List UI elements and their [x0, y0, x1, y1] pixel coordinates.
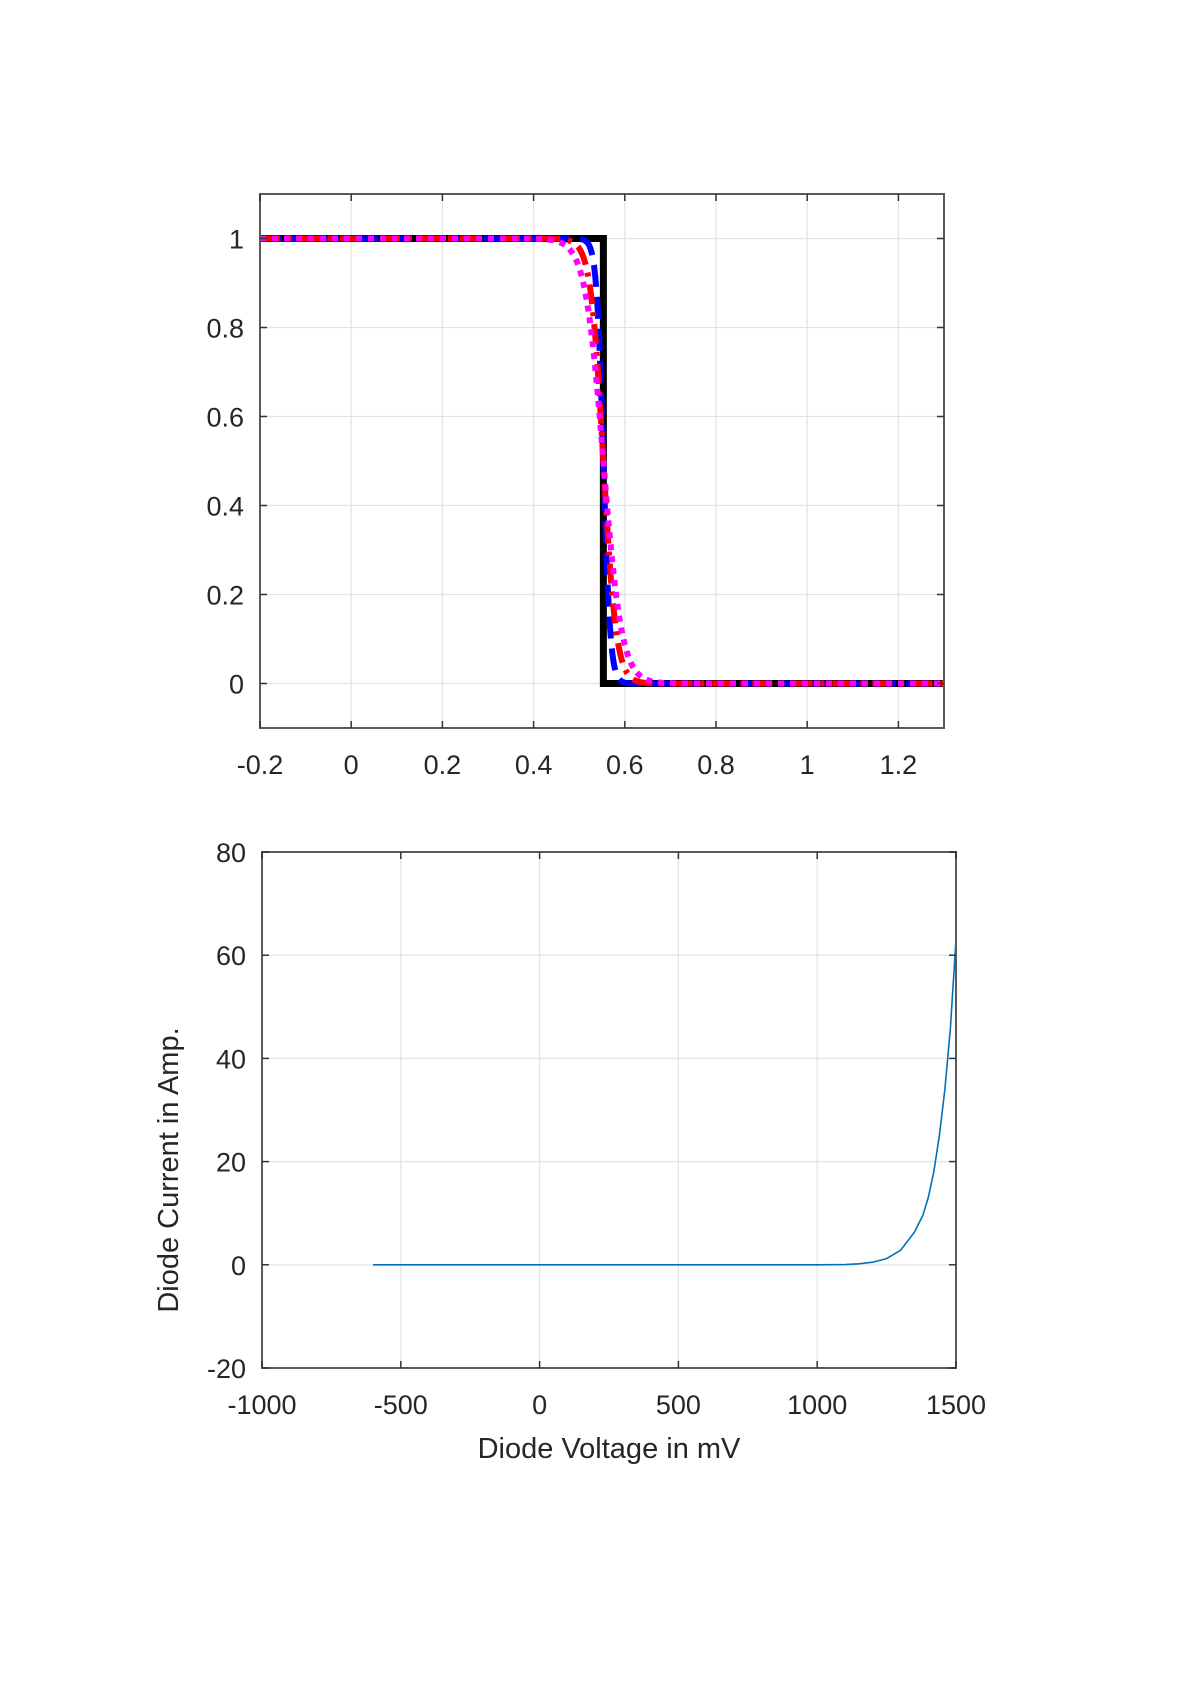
y-tick-label: 40: [216, 1044, 246, 1074]
y-tick-label: 0.4: [206, 492, 244, 522]
bottom-chart-diode-iv: -1000 -500 0 500 1000 1500 -20 0 20 40 60 80 Diode V…: [153, 838, 986, 1465]
x-tick-label: 1000: [787, 1390, 847, 1420]
plot-lines: [260, 235, 944, 687]
grid-lines: [261, 851, 957, 1369]
x-tick-label: -0.2: [237, 750, 284, 780]
x-tick-label: 1: [800, 750, 815, 780]
x-tick-label: 1.2: [880, 750, 918, 780]
axes-box: [259, 193, 945, 729]
x-tick-label: 0: [344, 750, 359, 780]
y-tick-label: 1: [229, 225, 244, 255]
x-tick-label: -1000: [227, 1390, 296, 1420]
y-tick-label: 80: [216, 838, 246, 868]
x-tick-label: -500: [374, 1390, 428, 1420]
x-tick-label: 0.4: [515, 750, 553, 780]
y-tick-label: 0.2: [206, 581, 244, 611]
plot-lines: [373, 939, 957, 1266]
x-tick-label: 1500: [926, 1390, 986, 1420]
ticks: -0.2 0 0.2 0.4 0.6 0.8 1 1.2 0 0.2 0.4 0.6 0.8 1: [206, 194, 944, 780]
y-tick-label: 20: [216, 1148, 246, 1178]
series-diode-iv-curve: [373, 939, 957, 1266]
x-tick-label: 500: [656, 1390, 701, 1420]
x-tick-label: 0: [532, 1390, 547, 1420]
y-tick-label: 0.6: [206, 403, 244, 433]
y-tick-label: 0.8: [206, 314, 244, 344]
x-tick-label: 0.2: [424, 750, 462, 780]
x-axis-label: Diode Voltage in mV: [478, 1433, 741, 1465]
ticks: -1000 -500 0 500 1000 1500 -20 0 20 40 60 80: [207, 838, 986, 1420]
top-chart-step-response: -0.2 0 0.2 0.4 0.6 0.8 1 1.2 0 0.2 0.4 0.6 0.8 1: [206, 193, 945, 780]
y-axis-label: Diode Current in Amp.: [153, 1027, 185, 1312]
y-tick-label: 0: [231, 1251, 246, 1281]
x-tick-label: 0.8: [697, 750, 735, 780]
y-tick-label: 60: [216, 941, 246, 971]
series-sigmoid-magenta: [260, 235, 944, 687]
y-tick-label: -20: [207, 1354, 246, 1384]
y-tick-label: 0: [229, 670, 244, 700]
x-tick-label: 0.6: [606, 750, 644, 780]
axes-box: [261, 851, 957, 1369]
